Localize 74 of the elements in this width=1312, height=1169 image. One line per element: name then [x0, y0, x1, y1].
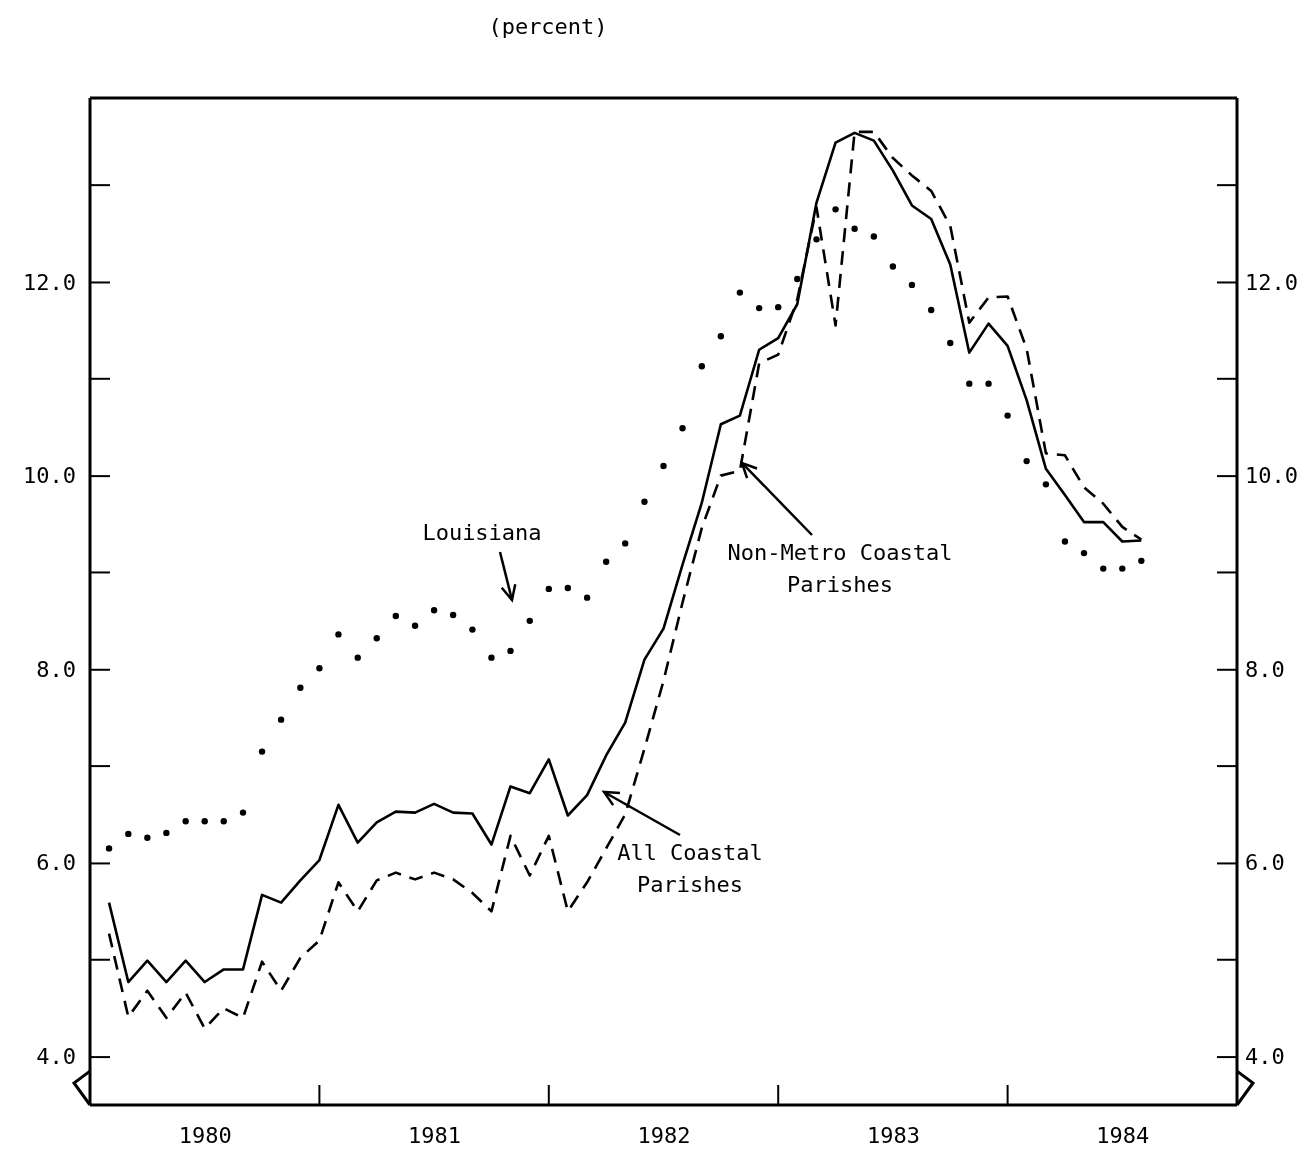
point [1100, 565, 1107, 572]
y2-tick-label: 6.0 [1245, 850, 1285, 876]
y-tick-label: 4.0 [36, 1044, 76, 1070]
point [144, 834, 151, 841]
point [870, 233, 878, 240]
x-tick-label: 1980 [178, 1122, 232, 1148]
point [201, 818, 208, 825]
point [125, 830, 132, 838]
point [908, 281, 916, 289]
point [239, 809, 247, 816]
x-tick-label: 1983 [866, 1122, 920, 1148]
point [1138, 557, 1145, 565]
point [411, 622, 419, 629]
point [297, 684, 304, 691]
point [105, 845, 113, 852]
chart-title: (percent) [488, 14, 608, 39]
point [258, 748, 266, 755]
point [889, 263, 897, 270]
point [373, 635, 380, 642]
point [507, 647, 514, 655]
x-tick-label: 1981 [408, 1122, 462, 1148]
point [163, 829, 170, 837]
point [736, 289, 744, 296]
point [755, 304, 763, 312]
y2-tick-label: 4.0 [1245, 1044, 1285, 1070]
point [1042, 481, 1050, 488]
point [966, 380, 973, 387]
y2-tick-label: 12.0 [1245, 269, 1298, 295]
point [621, 540, 629, 547]
point [392, 612, 399, 620]
point [679, 424, 686, 432]
x-tick-label: 1982 [637, 1122, 691, 1148]
point [851, 225, 858, 232]
point [1023, 457, 1030, 465]
point [545, 585, 552, 593]
point [717, 332, 725, 340]
point [1080, 549, 1088, 557]
point [832, 206, 839, 213]
point [220, 818, 227, 825]
point [1061, 538, 1069, 545]
point [775, 303, 782, 311]
series-label: Louisiana [422, 520, 542, 545]
point [277, 716, 285, 723]
point [985, 380, 992, 387]
point [526, 617, 533, 625]
point [316, 665, 323, 672]
point [354, 654, 361, 661]
point [449, 611, 457, 619]
y2-tick-label: 8.0 [1245, 656, 1285, 682]
point [813, 236, 820, 243]
y-tick-label: 6.0 [36, 850, 76, 876]
point [564, 584, 572, 592]
point [602, 558, 610, 565]
point [583, 594, 591, 601]
point [794, 275, 801, 283]
x-tick-label: 1984 [1096, 1122, 1150, 1148]
point [469, 626, 476, 633]
series-label: Non-Metro Coastal Parishes [727, 540, 953, 597]
point [182, 818, 189, 825]
point [641, 498, 648, 505]
y-tick-label: 12.0 [23, 269, 76, 295]
point [430, 607, 438, 614]
point [1004, 412, 1011, 419]
y-tick-label: 10.0 [23, 463, 76, 489]
point [335, 631, 342, 638]
point [488, 654, 495, 661]
y2-tick-label: 10.0 [1245, 463, 1298, 489]
point [947, 339, 954, 347]
point [1119, 565, 1126, 572]
legend-label: All Coastal Parishes [617, 840, 763, 897]
y-tick-label: 8.0 [36, 656, 76, 682]
point [698, 363, 706, 370]
point [660, 462, 667, 470]
point [928, 306, 935, 314]
